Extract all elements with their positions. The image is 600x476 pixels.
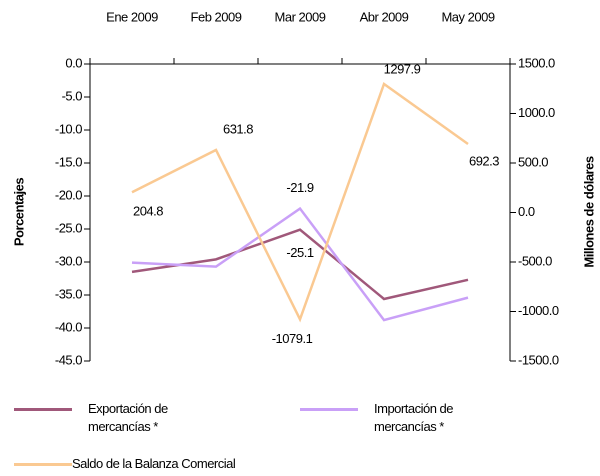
series-line <box>131 82 469 323</box>
y2-tick-label: 1000.0 <box>518 105 555 120</box>
y-tick-label: -30.0 <box>55 253 82 268</box>
legend-swatch <box>14 408 72 411</box>
data-label: 631.8 <box>223 121 253 136</box>
y2-tick-label: 1500.0 <box>518 55 555 70</box>
y-tick-label: -5.0 <box>62 88 83 103</box>
data-label: -21.9 <box>286 180 313 195</box>
y2-tick-label: -1000.0 <box>518 303 559 318</box>
y-tick-label: -40.0 <box>55 319 82 334</box>
data-label: -25.1 <box>286 245 313 260</box>
x-tick-label: Feb 2009 <box>191 9 242 24</box>
x-tick-label: Mar 2009 <box>275 9 326 24</box>
y2-tick-label: -500.0 <box>518 253 552 268</box>
y2-tick-label: 500.0 <box>518 154 548 169</box>
series-line <box>131 228 469 301</box>
y-tick-label: -15.0 <box>55 154 82 169</box>
y2-axis-title: Millones de dólares <box>581 156 596 267</box>
y-tick-label: -45.0 <box>55 352 82 367</box>
y-tick-label: -10.0 <box>55 121 82 136</box>
legend-label: Saldo de la Balanza Comercial <box>72 456 236 471</box>
y-tick-label: 0.0 <box>65 55 82 70</box>
x-tick-label: Abr 2009 <box>360 9 409 24</box>
data-label: 204.8 <box>133 204 163 219</box>
y-tick-label: -20.0 <box>55 187 82 202</box>
y-axis-title: Porcentajes <box>11 178 26 246</box>
x-tick-label: Ene 2009 <box>106 9 158 24</box>
legend-label: Exportación de mercancías * <box>88 401 168 434</box>
data-label: -1079.1 <box>272 331 313 346</box>
data-label: 692.3 <box>469 153 499 168</box>
legend-swatch <box>300 408 358 411</box>
legend-swatch <box>14 463 72 466</box>
x-tick-label: May 2009 <box>441 9 494 24</box>
y-tick-label: -25.0 <box>55 220 82 235</box>
data-label: 1297.9 <box>384 61 421 76</box>
series-line <box>131 206 469 322</box>
legend-label: Importación de mercancías * <box>374 401 454 434</box>
y2-tick-label: -1500.0 <box>518 352 559 367</box>
y-tick-label: -35.0 <box>55 286 82 301</box>
y2-tick-label: 0.0 <box>518 204 535 219</box>
